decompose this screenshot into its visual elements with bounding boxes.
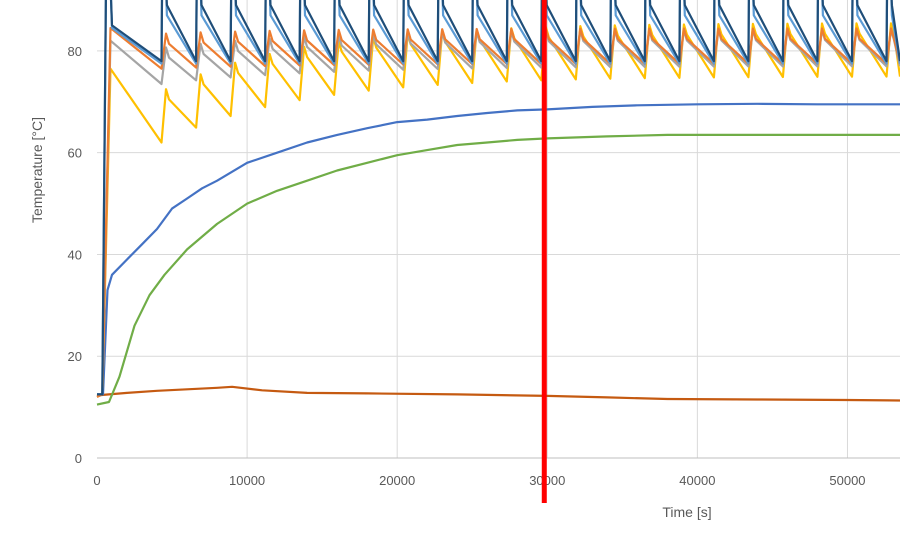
y-tick-label: 0 bbox=[75, 451, 82, 466]
x-axis-title: Time [s] bbox=[662, 504, 711, 520]
y-tick-label: 60 bbox=[68, 146, 82, 161]
series-line bbox=[96, 133, 900, 406]
series-line bbox=[97, 102, 900, 396]
y-tick-label: 80 bbox=[68, 44, 82, 59]
chart-series bbox=[96, 0, 900, 406]
y-tick-label: 20 bbox=[68, 349, 82, 364]
series-line bbox=[96, 22, 900, 398]
y-tick-labels: 0 20 40 60 80 bbox=[68, 44, 82, 466]
x-tick-label: 20000 bbox=[379, 473, 415, 488]
x-tick-label: 0 bbox=[93, 473, 100, 488]
y-tick-label: 40 bbox=[68, 247, 82, 262]
x-tick-label: 40000 bbox=[679, 473, 715, 488]
series-line bbox=[96, 26, 900, 398]
x-tick-label: 10000 bbox=[229, 473, 265, 488]
series-line bbox=[96, 28, 900, 398]
series-line bbox=[97, 0, 900, 396]
x-tick-label: 50000 bbox=[829, 473, 865, 488]
x-tick-label: 30000 bbox=[529, 473, 565, 488]
series-line bbox=[96, 385, 900, 402]
y-axis-title: Temperature [°C] bbox=[29, 117, 45, 223]
x-tick-labels: 0 10000 20000 30000 40000 50000 bbox=[93, 473, 865, 488]
